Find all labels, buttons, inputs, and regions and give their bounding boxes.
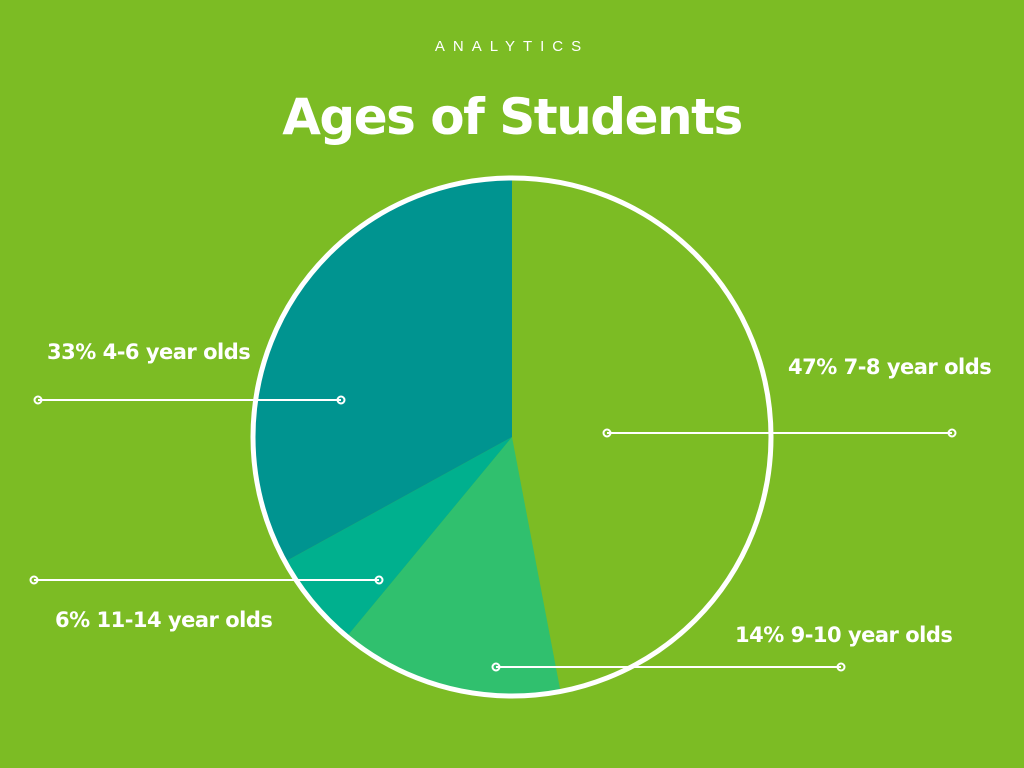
leader-11-14 [29, 575, 384, 585]
slice-label-7-8: 47% 7-8 year olds [788, 355, 992, 379]
slice-label-11-14: 6% 11-14 year olds [55, 608, 273, 632]
pie-slice-7-8-year-olds [512, 180, 769, 690]
section-kicker: ANALYTICS [434, 38, 590, 55]
pie-slice-4-6-year-olds [255, 180, 512, 561]
slice-label-4-6: 33% 4-6 year olds [47, 340, 251, 364]
pie-slice-11-14-year-olds [286, 437, 512, 636]
leader-4-6 [33, 395, 346, 405]
leader-9-10 [491, 662, 846, 672]
slice-label-9-10: 14% 9-10 year olds [735, 623, 953, 647]
chart-title: Ages of Students [282, 88, 743, 146]
pie-outline [250, 175, 774, 699]
leader-7-8 [602, 428, 957, 438]
pie-slice-9-10-year-olds [348, 437, 561, 694]
